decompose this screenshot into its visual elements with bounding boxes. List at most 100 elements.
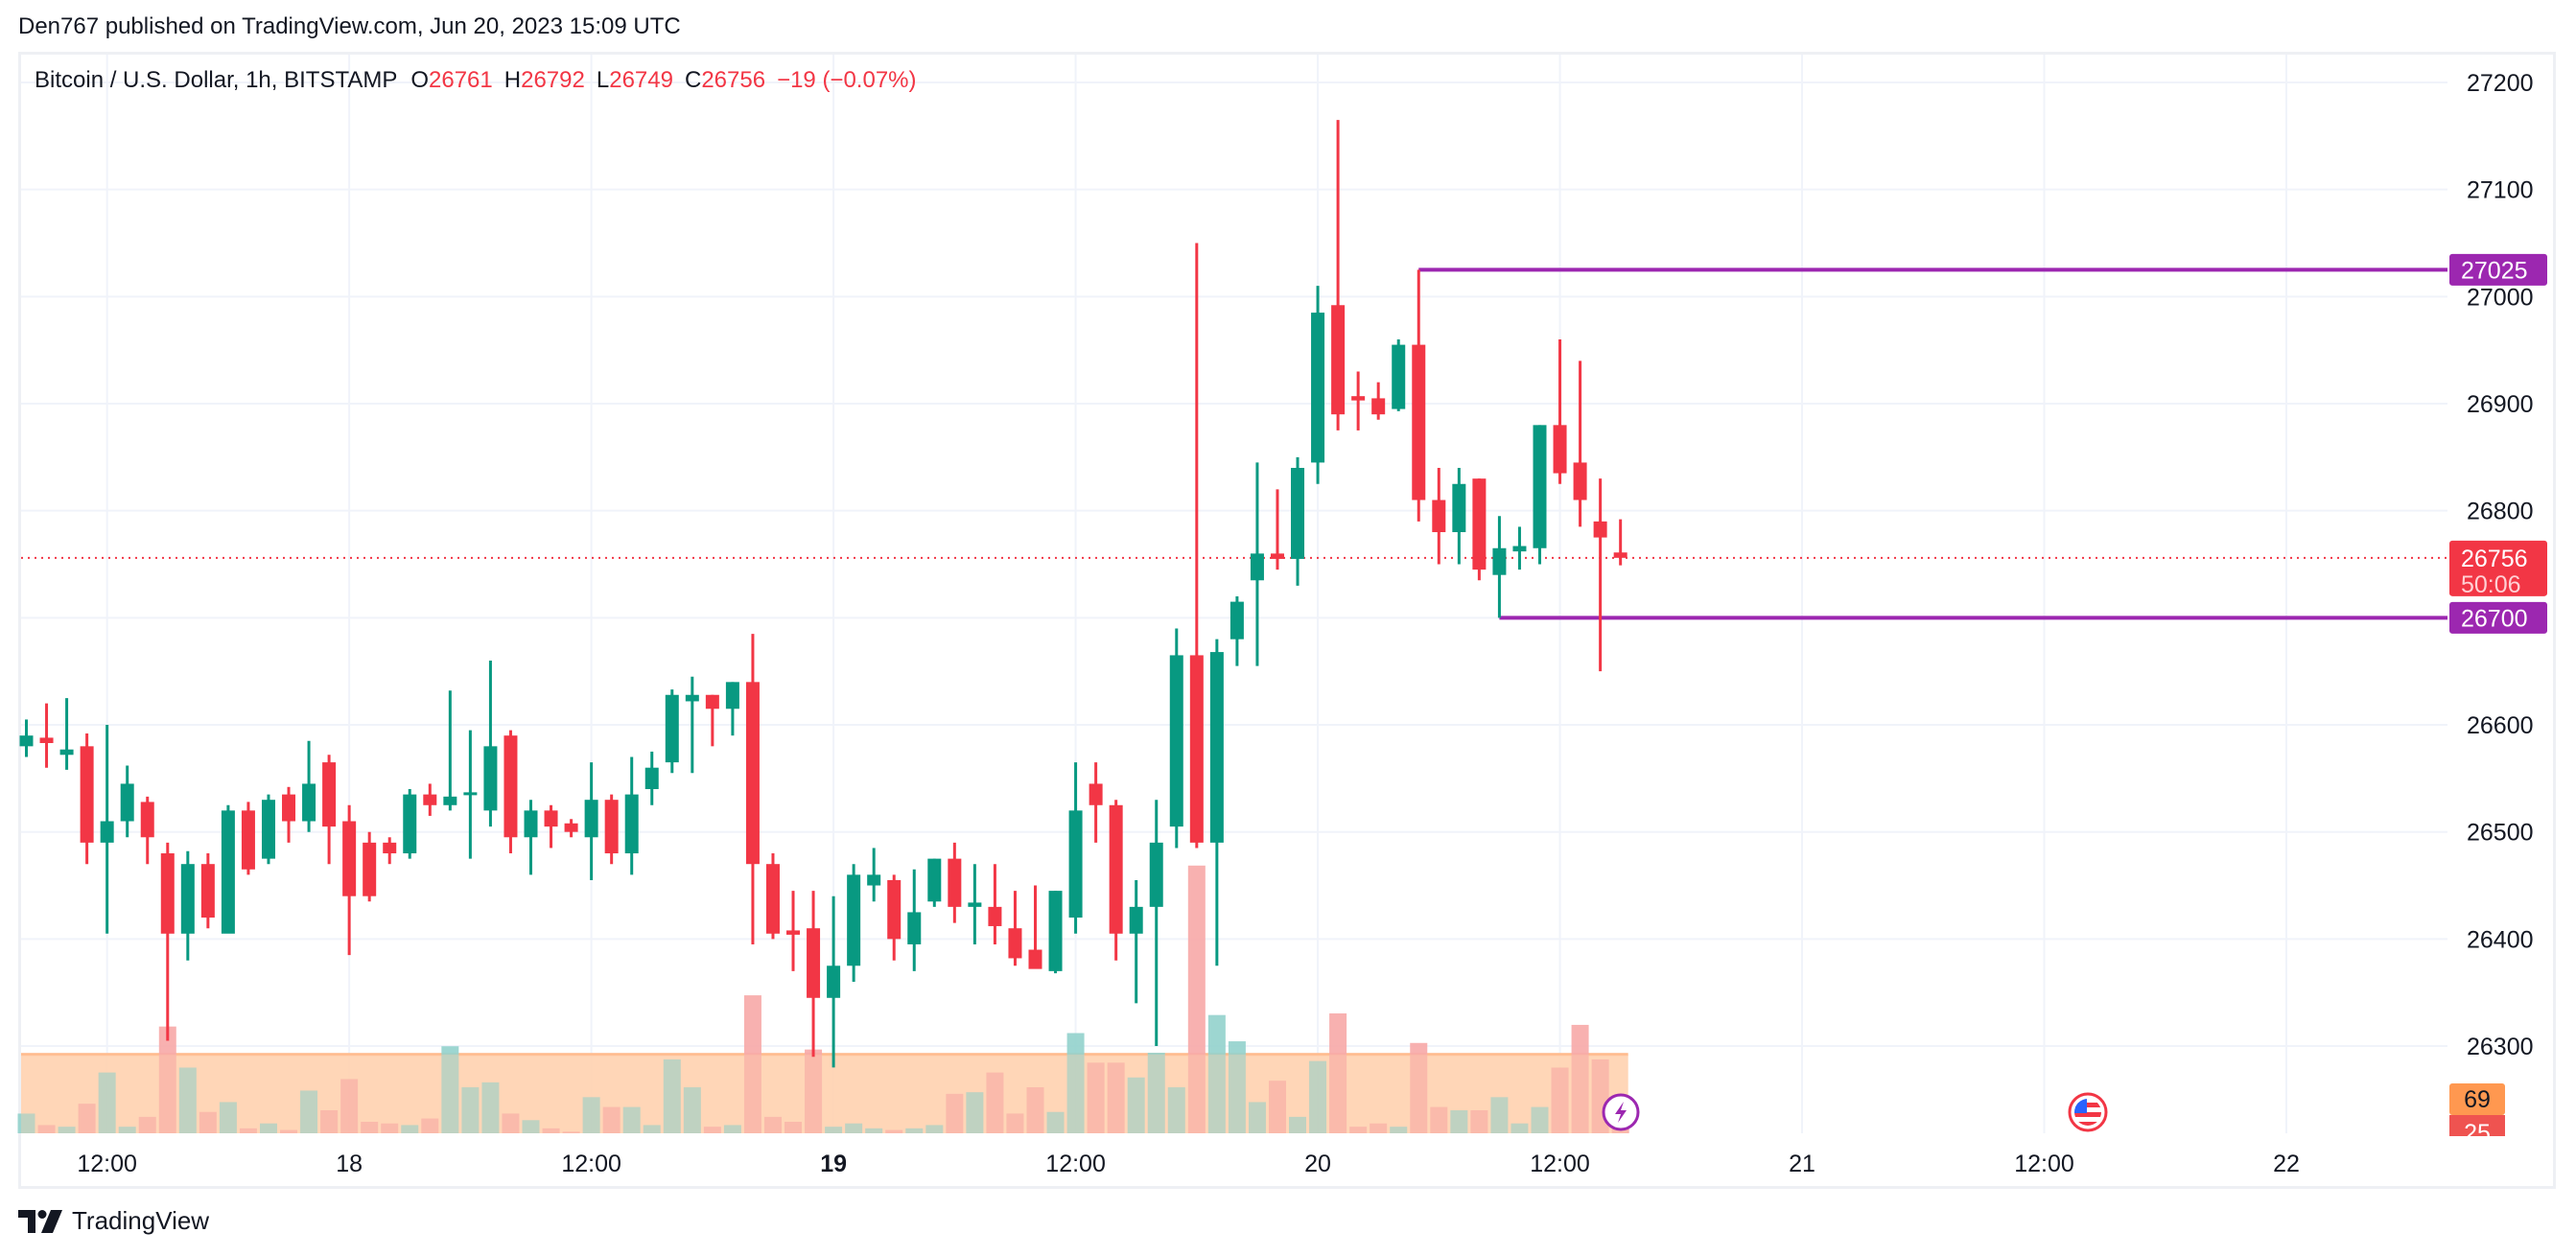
chart-frame [18,52,2556,1189]
candle-body[interactable] [1048,891,1063,971]
level-label-26700-bg [2449,601,2547,634]
candle-body[interactable] [423,794,437,805]
candle-body[interactable] [685,694,699,702]
candle-body[interactable] [765,864,780,934]
candle-body[interactable] [1533,425,1547,548]
candle-body[interactable] [1089,783,1103,805]
candle-body[interactable] [1109,804,1123,934]
candle-body[interactable] [968,902,982,907]
candle-body[interactable] [261,800,275,859]
candle-body[interactable] [1270,553,1284,559]
price-tick-label: 26400 [2467,926,2534,953]
candle-body[interactable] [624,794,639,854]
candle-body[interactable] [1512,546,1527,552]
candle-body[interactable] [200,864,215,919]
candle-body[interactable] [827,965,841,998]
candle-body[interactable] [544,810,558,827]
indicator-label-b: 25 [2464,1120,2491,1147]
candle-body[interactable] [221,810,235,934]
candle-body[interactable] [867,874,881,886]
candle-body[interactable] [1291,468,1305,559]
us-flag-event-icon[interactable] [2068,1092,2108,1132]
candle-body[interactable] [887,879,902,940]
candle-body[interactable] [948,858,962,907]
volume-bar [320,1110,339,1133]
candle-body[interactable] [120,783,134,822]
candle-body[interactable] [503,735,518,838]
candle-body[interactable] [282,794,296,822]
candle-body[interactable] [322,762,337,827]
candle-body[interactable] [180,864,195,934]
high-label: H [503,67,522,93]
candle-body[interactable] [1412,344,1426,500]
candle-body[interactable] [483,746,498,811]
candle-body[interactable] [1331,305,1346,415]
volume-bar [1571,1024,1589,1133]
candle-body[interactable] [907,912,922,944]
volume-bar [986,1072,1004,1133]
candle-body[interactable] [160,853,175,934]
candle-body[interactable] [1209,652,1224,843]
candle-body[interactable] [604,800,619,854]
current-price-label-bg [2449,540,2547,596]
candle-body[interactable] [705,694,719,709]
candle-body[interactable] [1392,344,1406,409]
candle-body[interactable] [1593,521,1607,538]
candle-body[interactable] [383,842,397,854]
lightning-event-icon[interactable] [1602,1093,1640,1131]
candle-body[interactable] [786,930,801,935]
candle-body[interactable] [584,800,598,838]
candle-body[interactable] [1613,552,1628,558]
open-value: 26761 [429,67,493,93]
candle-body[interactable] [988,906,1002,926]
candle-body[interactable] [927,858,942,902]
candle-body[interactable] [1351,396,1366,401]
candle-body[interactable] [443,796,457,805]
candle-body[interactable] [644,767,659,790]
candle-body[interactable] [463,792,478,796]
candle-body[interactable] [1371,398,1386,415]
candle-body[interactable] [807,928,821,998]
time-tick-label: 12:00 [561,1151,621,1177]
candle-body[interactable] [1573,462,1587,500]
volume-bar [1127,1077,1145,1133]
candle-body[interactable] [1472,478,1487,570]
candle-body[interactable] [1189,655,1204,843]
candle-body[interactable] [1149,842,1163,907]
candle-body[interactable] [1452,483,1466,533]
candle-body[interactable] [1250,553,1264,581]
candle-body[interactable] [302,783,316,822]
candle-body[interactable] [403,794,417,854]
candle-body[interactable] [1129,906,1143,934]
price-tick-label: 27100 [2467,177,2534,204]
candle-body[interactable] [1028,949,1042,969]
candle-body[interactable] [59,749,74,756]
candle-body[interactable] [665,694,679,763]
candle-body[interactable] [241,810,255,870]
candle-body[interactable] [1432,500,1446,533]
candle-body[interactable] [524,810,538,838]
volume-bar [1430,1106,1448,1133]
candle-body[interactable] [80,746,94,843]
candle-body[interactable] [1008,928,1022,959]
candle-body[interactable] [745,682,760,865]
candle-body[interactable] [1492,547,1507,575]
volume-bar [340,1079,359,1133]
candle-body[interactable] [342,821,357,896]
candle-body[interactable] [363,842,377,896]
candle-body[interactable] [1553,425,1567,474]
candle-body[interactable] [140,802,154,838]
candle-body[interactable] [100,821,114,843]
candle-body[interactable] [564,823,578,832]
candle-body[interactable] [19,735,34,747]
candle-body[interactable] [39,737,54,744]
candle-body[interactable] [847,874,861,966]
candle-body[interactable] [725,682,739,709]
candle-body[interactable] [1169,655,1183,827]
candle-body[interactable] [1311,313,1325,463]
candle-body[interactable] [1229,601,1244,640]
time-tick-label: 12:00 [2014,1151,2074,1177]
close-value: 26756 [701,67,766,93]
candle-body[interactable] [1068,810,1083,919]
